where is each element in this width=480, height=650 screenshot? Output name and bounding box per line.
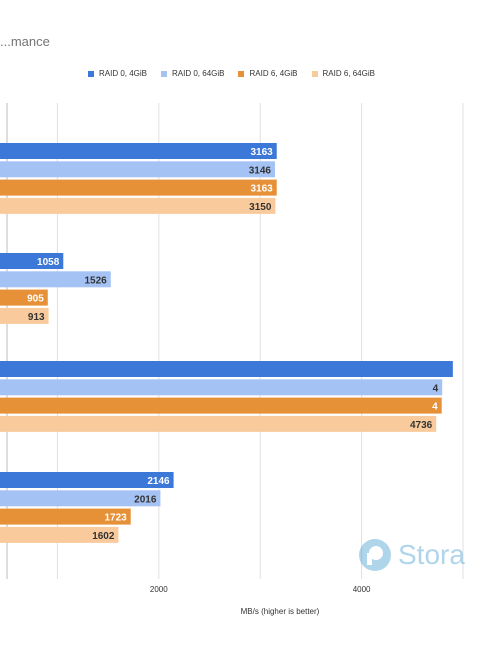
bar: [0, 289, 48, 306]
data-label: 905: [27, 294, 44, 305]
bar: [0, 379, 443, 396]
data-label: 4: [433, 383, 439, 394]
data-label: 2146: [147, 476, 170, 487]
data-label: 4: [432, 402, 438, 413]
watermark-text: Stora: [398, 539, 465, 570]
bar: [0, 271, 111, 288]
data-label: 3146: [249, 165, 272, 176]
legend-swatch: [161, 70, 168, 77]
x-tick-label: 4000: [353, 585, 371, 594]
bar: [0, 508, 131, 525]
data-label: 3163: [250, 147, 273, 158]
data-label: 1602: [92, 531, 115, 542]
data-label: 1058: [37, 257, 60, 268]
legend-swatch: [311, 70, 318, 77]
data-label: 2016: [134, 494, 157, 505]
data-label: 3150: [249, 202, 272, 213]
data-label: 4736: [410, 420, 433, 431]
watermark: Stora: [358, 538, 465, 572]
bar: [0, 179, 277, 196]
legend-swatch: [88, 70, 94, 77]
storage-logo-icon: [359, 539, 391, 571]
bar: [0, 526, 119, 543]
legend: RAID 0, 4GiB RAID 0, 64GiB RAID 6, 4GiB …: [88, 69, 375, 78]
legend-item-raid0-4gib: RAID 0, 4GiB: [88, 69, 147, 78]
bar: [0, 397, 442, 414]
data-label: 1723: [104, 513, 127, 524]
x-tick-label: 2000: [150, 585, 168, 594]
bar: [0, 415, 437, 432]
x-axis-label: MB/s (higher is better): [240, 607, 320, 616]
legend-item-raid6-4gib: RAID 6, 4GiB: [238, 69, 298, 78]
bar: [0, 197, 276, 214]
legend-item-raid0-64gib: RAID 0, 64GiB: [161, 69, 224, 78]
legend-swatch: [238, 70, 245, 77]
bar: [0, 161, 276, 178]
legend-label: RAID 6, 64GiB: [322, 69, 375, 78]
chart-title: ...mance: [0, 34, 50, 49]
bar: [0, 307, 49, 324]
data-label: 913: [28, 312, 45, 323]
bar: [0, 361, 453, 377]
data-label: 3163: [250, 184, 273, 195]
data-label: 1526: [84, 275, 107, 286]
legend-label: RAID 6, 4GiB: [249, 69, 298, 78]
bar: [0, 143, 277, 159]
legend-label: RAID 0, 4GiB: [99, 69, 148, 78]
bar: [0, 253, 64, 269]
legend-item-raid6-64gib: RAID 6, 64GiB: [311, 69, 375, 78]
bar: [0, 472, 174, 488]
legend-label: RAID 0, 64GiB: [172, 69, 225, 78]
bar: [0, 490, 161, 507]
